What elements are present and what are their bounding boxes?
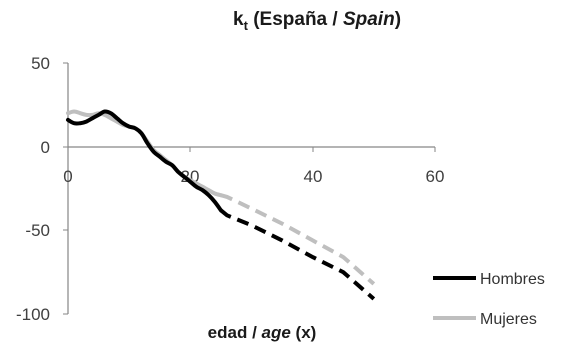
series-hombres-projected-line (219, 208, 376, 301)
x-ticks: 0 20 40 60 (63, 147, 444, 186)
y-tick-label: -100 (16, 305, 50, 324)
plot-area (66, 109, 376, 301)
y-tick-label: 50 (31, 54, 50, 73)
chart-title: kt (España / Spain) (233, 9, 401, 33)
xlabel-italic: age (262, 323, 291, 342)
title-rest: (España / (248, 9, 343, 30)
xlabel-suffix: (x) (291, 323, 317, 342)
title-close: ) (395, 9, 401, 30)
x-axis-label: edad / age (x) (208, 323, 317, 342)
y-tick-label: -50 (25, 221, 50, 240)
title-subscript: t (244, 18, 249, 33)
series-mujeres-projected-line (220, 193, 376, 286)
y-tick-label: 0 (41, 138, 50, 157)
y-ticks: 50 0 -50 -100 (16, 54, 68, 324)
legend-label-mujeres: Mujeres (480, 311, 537, 328)
series-hombres-observed-line (66, 109, 223, 213)
legend-label-hombres: Hombres (480, 271, 545, 288)
xlabel-normal: edad / (208, 323, 262, 342)
legend: Hombres Mujeres (433, 271, 545, 328)
x-tick-label: 60 (426, 167, 445, 186)
series-mujeres-observed-line (66, 109, 223, 198)
title-italic: Spain (343, 9, 395, 30)
x-tick-label: 0 (63, 167, 72, 186)
x-tick-label: 40 (304, 167, 323, 186)
title-main: k (233, 9, 244, 30)
